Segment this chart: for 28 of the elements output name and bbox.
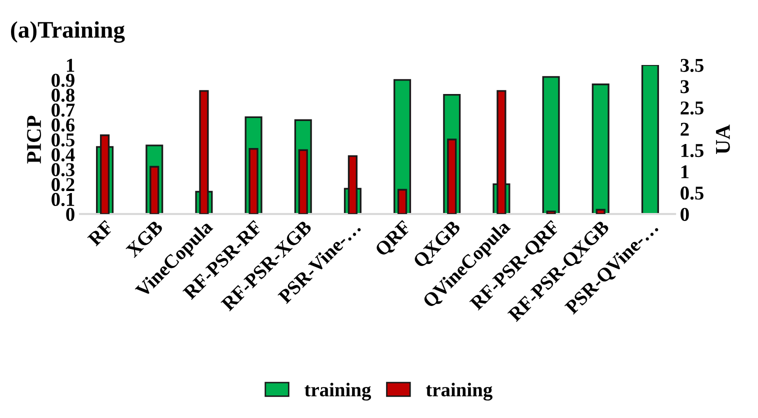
y-tick-label: 0.9 [52, 74, 74, 87]
chart-title: (a)Training [11, 21, 125, 43]
legend-label: training [304, 382, 372, 400]
y-axis-title: PICP [27, 116, 42, 164]
y2-tick-label: 1 [681, 165, 689, 178]
y2-tick-label: 0.5 [680, 186, 704, 200]
bar [542, 76, 560, 214]
bar [592, 84, 610, 214]
y2-tick-label: 3 [680, 80, 689, 94]
y-tick-label: 0.1 [52, 192, 74, 206]
y-tick-label: 0.3 [52, 163, 74, 176]
y2-tick-label: 2.5 [680, 101, 704, 115]
y-tick-label: 1 [66, 58, 74, 72]
y-tick-label: 0.4 [52, 148, 75, 162]
y2-tick-label: 1.5 [681, 144, 704, 158]
y2-axis-title: UA [716, 124, 730, 154]
y-tick-label: 0.7 [52, 104, 75, 117]
y-tick-label: 0.2 [52, 178, 74, 192]
y2-tick-label: 3.5 [680, 58, 704, 72]
y-tick-label: 0.5 [52, 133, 74, 147]
bar [641, 65, 659, 214]
legend-label: training [426, 382, 492, 400]
y-tick-label: 0.8 [52, 88, 74, 102]
y-tick-label: 0 [66, 208, 74, 221]
y2-tick-label: 2 [680, 122, 689, 136]
y-tick-label: 0.6 [52, 118, 75, 132]
x-tick-label: RF [87, 220, 114, 246]
y2-tick-label: 0 [680, 208, 689, 221]
